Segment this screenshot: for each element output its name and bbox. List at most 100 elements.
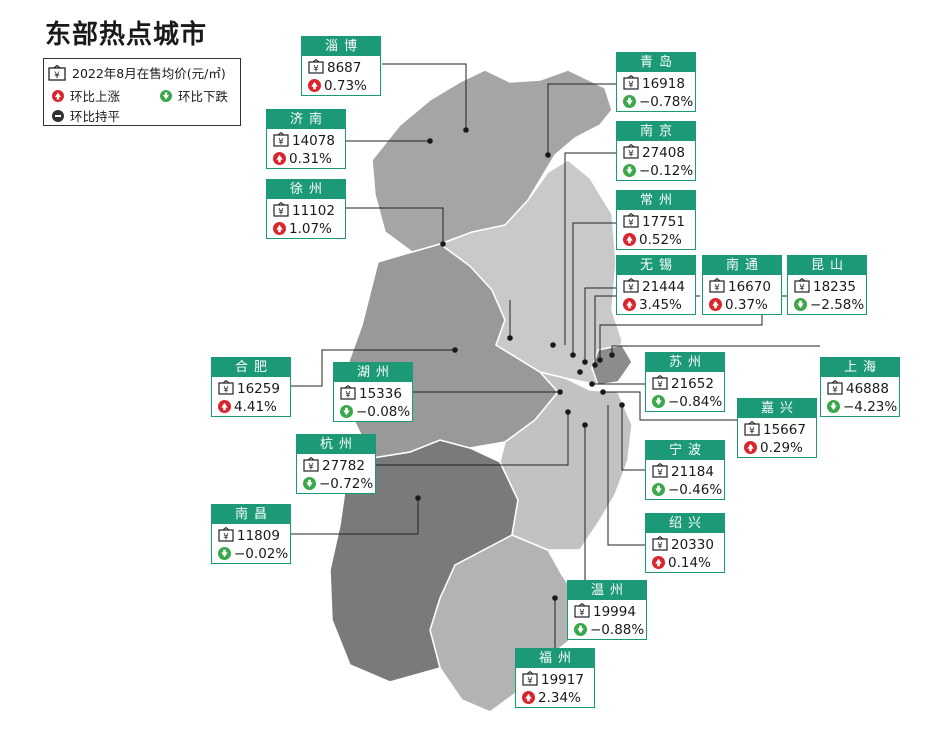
city-card-shanghai: 上海 ¥46888 −4.23% (820, 357, 900, 417)
city-change: −4.23% (827, 399, 897, 417)
legend-price: ¥ 2022年8月在售均价(元/㎡) (48, 63, 226, 84)
city-card-suzhou: 苏州 ¥21652 −0.84% (645, 352, 725, 412)
svg-text:¥: ¥ (657, 380, 663, 390)
svg-text:¥: ¥ (657, 541, 663, 551)
svg-text:¥: ¥ (799, 283, 805, 293)
city-name: 南京 (617, 122, 695, 141)
down-arrow-icon (160, 90, 172, 105)
price-tag-icon: ¥ (623, 277, 639, 297)
price-tag-icon: ¥ (827, 379, 843, 399)
city-change: 0.37% (709, 297, 768, 315)
legend-down: 环比下跌 (160, 86, 228, 105)
down-arrow-icon (623, 95, 636, 112)
price-tag-icon: ¥ (340, 384, 356, 404)
city-card-hefei: 合肥 ¥16259 4.41% (211, 357, 291, 417)
down-arrow-icon (652, 395, 665, 412)
down-arrow-icon (794, 298, 807, 315)
legend-down-label: 环比下跌 (178, 89, 229, 104)
city-price: ¥19994 (574, 602, 636, 622)
up-arrow-icon (623, 298, 636, 315)
city-name: 南通 (703, 256, 781, 275)
legend-flat-label: 环比持平 (70, 109, 121, 124)
city-name: 湖州 (334, 363, 412, 382)
city-name: 绍兴 (646, 514, 724, 533)
down-arrow-icon (303, 477, 316, 494)
city-price: ¥27408 (623, 143, 685, 163)
flat-icon (52, 110, 64, 125)
svg-text:¥: ¥ (628, 149, 634, 159)
city-change: −0.46% (652, 482, 722, 500)
price-tag-icon: ¥ (574, 602, 590, 622)
city-price: ¥17751 (623, 212, 685, 232)
city-card-huzhou: 湖州 ¥15336 −0.08% (333, 362, 413, 422)
city-dots (415, 127, 625, 601)
city-card-jiaxing: 嘉兴 ¥15667 0.29% (737, 398, 817, 458)
city-name: 南昌 (212, 505, 290, 524)
svg-text:¥: ¥ (278, 137, 284, 147)
up-arrow-icon (709, 298, 722, 315)
price-tag-icon: ¥ (48, 64, 66, 84)
city-name: 宁波 (646, 441, 724, 460)
price-tag-icon: ¥ (709, 277, 725, 297)
city-card-qingdao: 青岛 ¥16918 −0.78% (616, 52, 696, 112)
legend-flat: 环比持平 (52, 106, 120, 125)
city-change: 1.07% (273, 221, 332, 239)
city-name: 无锡 (617, 256, 695, 275)
svg-text:¥: ¥ (657, 468, 663, 478)
city-change: 2.34% (522, 690, 581, 708)
price-tag-icon: ¥ (623, 143, 639, 163)
city-change: −0.72% (303, 476, 373, 494)
city-change: −0.12% (623, 163, 693, 181)
price-tag-icon: ¥ (794, 277, 810, 297)
region-shanghai (591, 344, 633, 386)
price-tag-icon: ¥ (522, 670, 538, 690)
price-tag-icon: ¥ (303, 456, 319, 476)
city-change: 0.52% (623, 232, 682, 250)
city-name: 嘉兴 (738, 399, 816, 418)
city-change: −0.08% (340, 404, 410, 422)
svg-text:¥: ¥ (628, 283, 634, 293)
city-change: 0.73% (308, 78, 367, 96)
city-name: 淄博 (302, 37, 380, 56)
svg-text:¥: ¥ (278, 207, 284, 217)
city-price: ¥16259 (218, 379, 280, 399)
legend: ¥ 2022年8月在售均价(元/㎡) 环比上涨 环比下跌 环比持平 (43, 58, 241, 126)
city-change: 4.41% (218, 399, 277, 417)
city-card-kunshan: 昆山 ¥18235 −2.58% (787, 255, 867, 315)
up-arrow-icon (52, 90, 64, 105)
city-price: ¥11809 (218, 526, 280, 546)
city-name: 合肥 (212, 358, 290, 377)
city-name: 青岛 (617, 53, 695, 72)
down-arrow-icon (218, 547, 231, 564)
down-arrow-icon (827, 400, 840, 417)
svg-text:¥: ¥ (749, 426, 755, 436)
city-card-hangzhou: 杭州 ¥27782 −0.72% (296, 434, 376, 494)
city-name: 苏州 (646, 353, 724, 372)
up-arrow-icon (273, 222, 286, 239)
down-arrow-icon (340, 405, 353, 422)
region-shandong (371, 69, 613, 253)
up-arrow-icon (623, 233, 636, 250)
city-change: 0.31% (273, 151, 332, 169)
svg-text:¥: ¥ (313, 64, 319, 74)
city-name: 济南 (267, 110, 345, 129)
price-tag-icon: ¥ (273, 201, 289, 221)
svg-text:¥: ¥ (345, 390, 351, 400)
price-tag-icon: ¥ (623, 212, 639, 232)
city-change: 0.29% (744, 440, 803, 458)
svg-text:¥: ¥ (308, 462, 314, 472)
city-price: ¥8687 (308, 58, 361, 78)
city-price: ¥46888 (827, 379, 889, 399)
price-tag-icon: ¥ (308, 58, 324, 78)
down-arrow-icon (652, 483, 665, 500)
legend-price-label: 2022年8月在售均价(元/㎡) (72, 66, 226, 81)
city-card-jinan: 济南 ¥14078 0.31% (266, 109, 346, 169)
city-price: ¥20330 (652, 535, 714, 555)
city-price: ¥21444 (623, 277, 685, 297)
city-price: ¥21184 (652, 462, 714, 482)
svg-text:¥: ¥ (54, 71, 60, 81)
city-price: ¥14078 (273, 131, 335, 151)
city-name: 昆山 (788, 256, 866, 275)
up-arrow-icon (273, 152, 286, 169)
city-card-nanchang: 南昌 ¥11809 −0.02% (211, 504, 291, 564)
